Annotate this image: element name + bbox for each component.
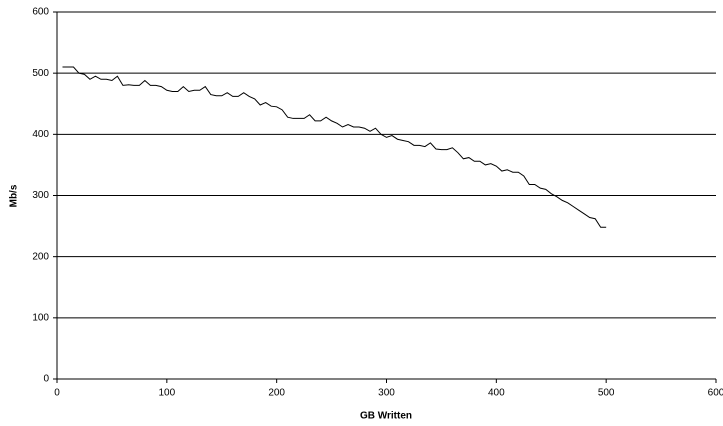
x-tick-label: 0 xyxy=(54,388,60,399)
x-tick-label: 500 xyxy=(598,388,615,399)
x-tick-label: 400 xyxy=(488,388,505,399)
y-tick-label: 300 xyxy=(32,190,49,201)
y-tick-label: 600 xyxy=(32,7,49,18)
x-tick-label: 100 xyxy=(158,388,175,399)
x-tick-label: 300 xyxy=(378,388,395,399)
y-tick-label: 100 xyxy=(32,312,49,323)
x-axis-title: GB Written xyxy=(360,411,412,422)
x-tick-label: 200 xyxy=(268,388,285,399)
y-tick-label: 400 xyxy=(32,129,49,140)
y-axis-title: Mb/s xyxy=(9,184,20,207)
y-tick-label: 0 xyxy=(43,374,49,385)
data-line xyxy=(62,66,607,228)
y-tick-label: 200 xyxy=(32,251,49,262)
y-tick-label: 500 xyxy=(32,68,49,79)
x-tick-label: 600 xyxy=(708,388,723,399)
